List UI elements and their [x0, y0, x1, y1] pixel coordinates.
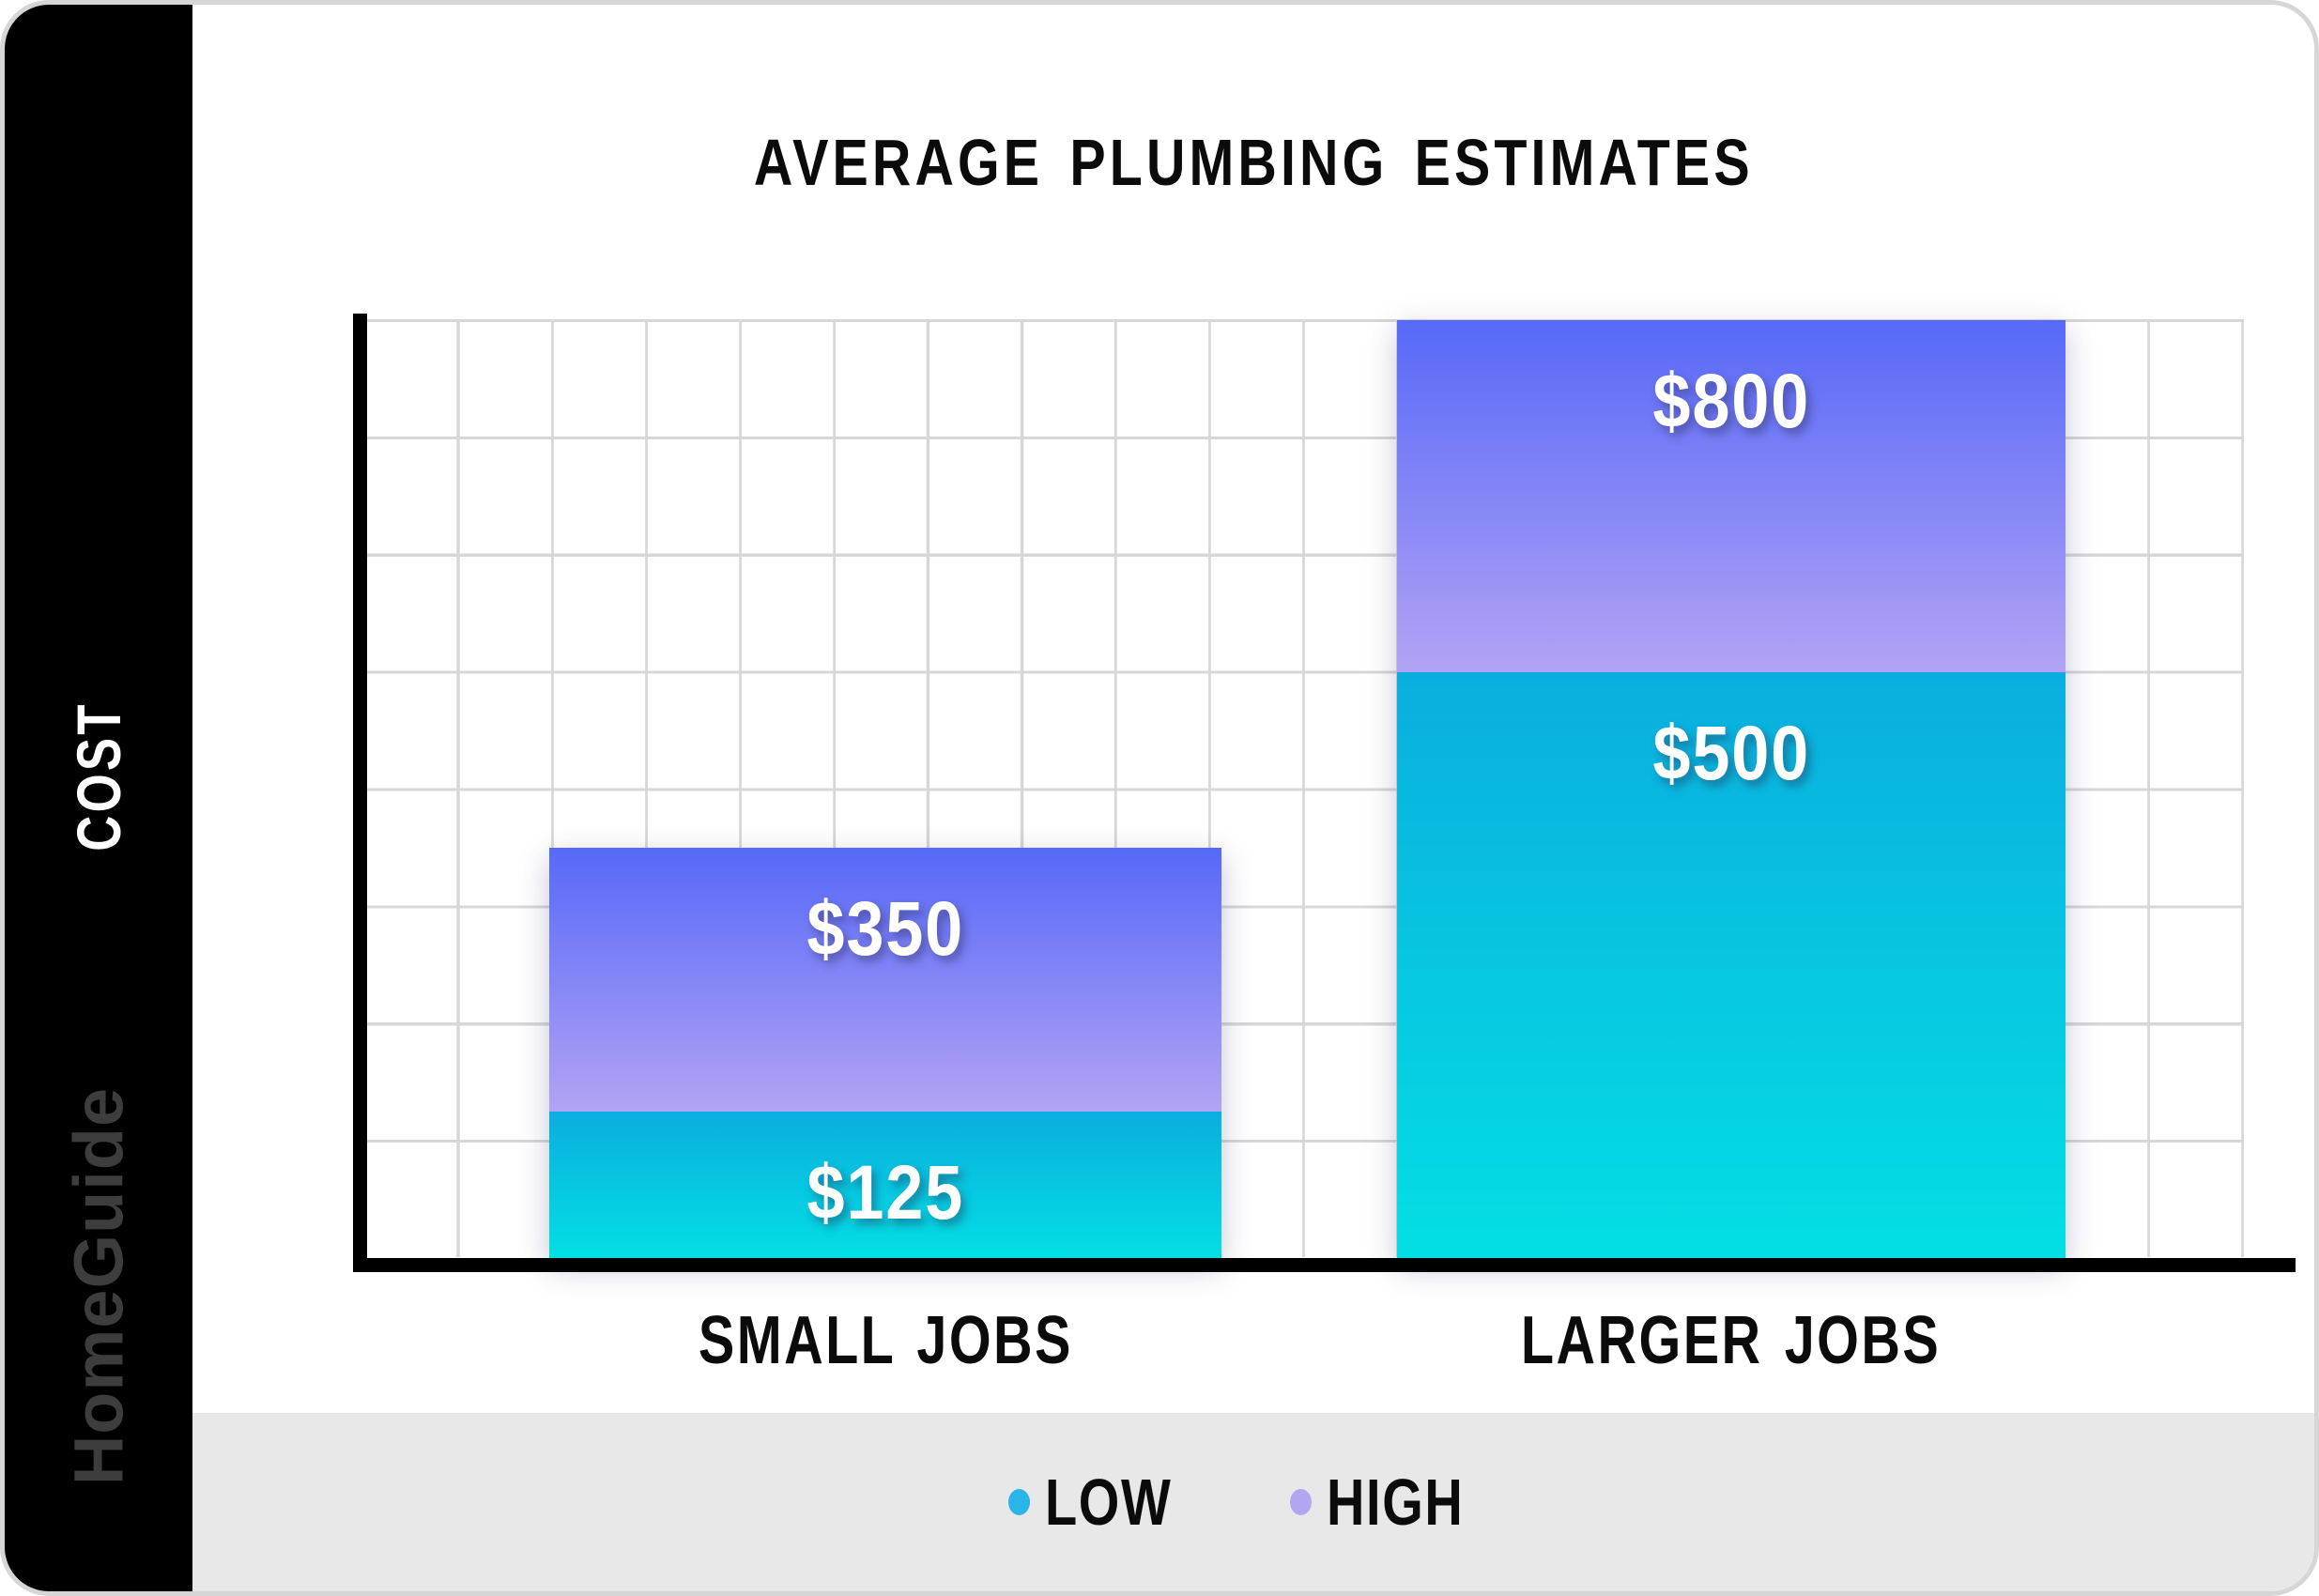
bar-larger-jobs-low-segment: $500 — [1397, 671, 2066, 1258]
category-label-larger-jobs: LARGER JOBS — [1397, 1302, 2066, 1379]
bar-small-jobs: $350 $125 — [549, 847, 1221, 1258]
category-label-text: LARGER JOBS — [1521, 1303, 1942, 1378]
bar-larger-jobs-high-segment: $800 — [1397, 320, 2066, 672]
category-label-text: SMALL JOBS — [698, 1303, 1073, 1378]
legend-dot-low-icon — [1007, 1489, 1030, 1515]
bar-larger-jobs: $800 $500 — [1397, 320, 2066, 1258]
sidebar: COST HomeGuide — [5, 5, 192, 1591]
legend-footer: LOW HIGH — [192, 1413, 2314, 1591]
value-label-low: $500 — [1652, 710, 1810, 796]
legend: LOW HIGH — [1007, 1465, 1498, 1540]
legend-label-low: LOW — [1044, 1466, 1173, 1539]
bar-small-jobs-high-segment: $350 — [549, 847, 1221, 1112]
legend-dot-high-icon — [1290, 1489, 1313, 1515]
bar-small-jobs-low-segment: $125 — [549, 1111, 1221, 1258]
legend-item-low: LOW — [1007, 1465, 1204, 1540]
legend-label-high: HIGH — [1327, 1466, 1465, 1539]
category-label-small-jobs: SMALL JOBS — [549, 1302, 1221, 1379]
homeguide-watermark: HomeGuide — [59, 1086, 138, 1486]
legend-item-high: HIGH — [1290, 1465, 1498, 1540]
value-label-high: $800 — [1652, 359, 1810, 444]
x-axis-line — [353, 1258, 2296, 1272]
value-label-high: $350 — [806, 885, 964, 972]
chart-title: AVERAGE PLUMBING ESTIMATES — [753, 126, 1754, 199]
y-axis-line — [353, 314, 367, 1272]
y-axis-title: COST — [64, 701, 133, 852]
value-label-low: $125 — [806, 1149, 964, 1235]
title-row: AVERAGE PLUMBING ESTIMATES — [192, 125, 2314, 200]
